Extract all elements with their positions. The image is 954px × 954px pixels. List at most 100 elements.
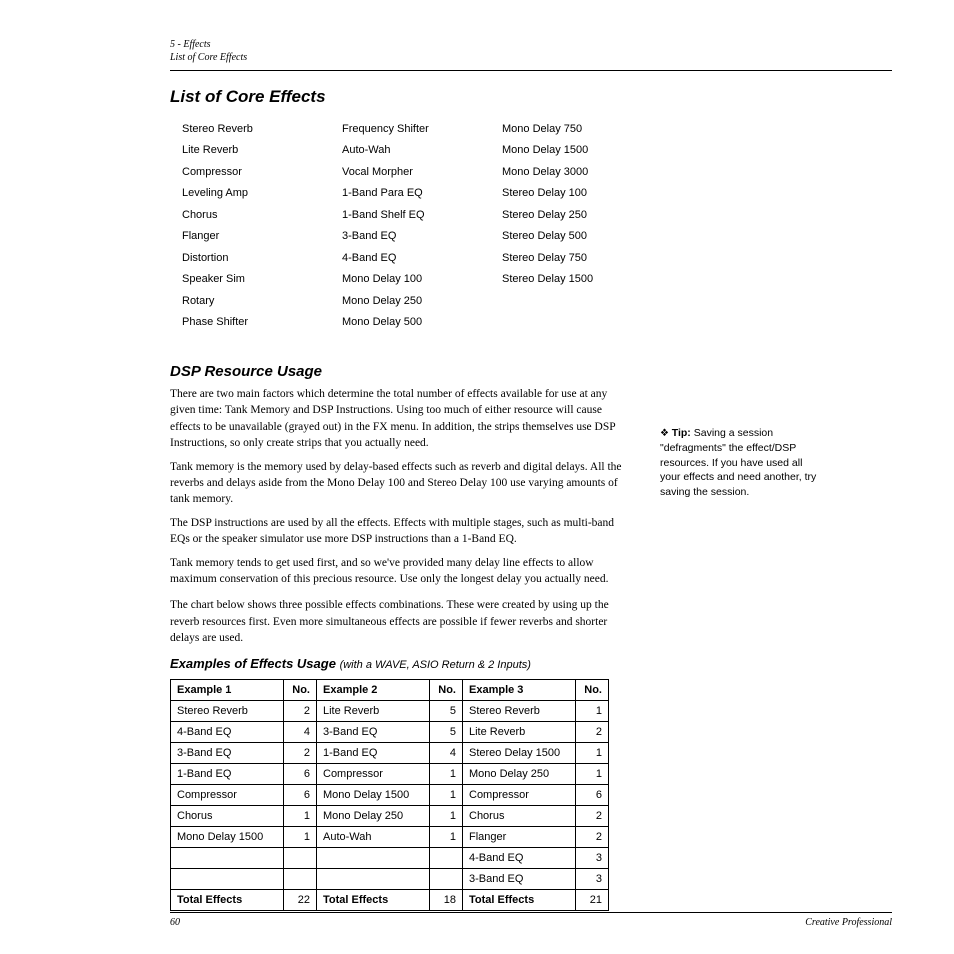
effect-item: Leveling Amp (182, 183, 342, 204)
tip-label: Tip: (672, 427, 691, 439)
page-number: 60 (170, 917, 180, 928)
table-cell (430, 868, 463, 889)
table-cell: 3 (576, 847, 609, 868)
table-cell: 1 (284, 805, 317, 826)
table-cell: 3-Band EQ (171, 742, 284, 763)
footer-rule (170, 912, 892, 913)
table-cell: 1 (576, 763, 609, 784)
table-cell: 1 (430, 784, 463, 805)
effect-item: Stereo Delay 100 (502, 183, 662, 204)
effect-item: Flanger (182, 226, 342, 247)
table-total-row: Total Effects22Total Effects18Total Effe… (171, 889, 609, 910)
table-row: Chorus1Mono Delay 2501Chorus2 (171, 805, 609, 826)
effect-item: Speaker Sim (182, 269, 342, 290)
table-row: 4-Band EQ43-Band EQ5Lite Reverb2 (171, 721, 609, 742)
effect-item: Stereo Reverb (182, 119, 342, 140)
effect-item: Distortion (182, 248, 342, 269)
table-cell: Compressor (317, 763, 430, 784)
effect-item: Chorus (182, 205, 342, 226)
table-cell: Stereo Reverb (171, 700, 284, 721)
table-header: Example 3 (463, 679, 576, 700)
table-cell: Total Effects (171, 889, 284, 910)
table-cell: Lite Reverb (317, 700, 430, 721)
header-line1: 5 - Effects (170, 38, 892, 51)
table-cell: 4 (430, 742, 463, 763)
table-cell: 1 (576, 742, 609, 763)
table-cell: 4 (284, 721, 317, 742)
header-meta: 5 - Effects List of Core Effects (170, 38, 892, 64)
table-cell (317, 868, 430, 889)
table-cell: 4-Band EQ (171, 721, 284, 742)
table-row: 1-Band EQ6Compressor1Mono Delay 2501 (171, 763, 609, 784)
effects-col-3: Mono Delay 750Mono Delay 1500Mono Delay … (502, 119, 662, 333)
table-cell: 1-Band EQ (317, 742, 430, 763)
table-row: 4-Band EQ3 (171, 847, 609, 868)
table-cell (171, 868, 284, 889)
table-cell: Total Effects (317, 889, 430, 910)
table-cell (317, 847, 430, 868)
paragraph: The DSP instructions are used by all the… (170, 515, 625, 547)
footer: 60 Creative Professional (170, 912, 892, 928)
effect-item: Frequency Shifter (342, 119, 502, 140)
paragraph: There are two main factors which determi… (170, 386, 625, 450)
tip-box: ❖ Tip: Saving a session "defragments" th… (660, 426, 825, 500)
effect-item: Stereo Delay 500 (502, 226, 662, 247)
table-cell: Mono Delay 250 (317, 805, 430, 826)
table-header: No. (576, 679, 609, 700)
effect-item: Rotary (182, 291, 342, 312)
effect-item: Mono Delay 3000 (502, 162, 662, 183)
table-cell: 4-Band EQ (463, 847, 576, 868)
table-cell: 6 (284, 784, 317, 805)
effect-item: Lite Reverb (182, 140, 342, 161)
effect-item: Vocal Morpher (342, 162, 502, 183)
effect-item: Phase Shifter (182, 312, 342, 333)
header-line2: List of Core Effects (170, 51, 892, 64)
table-cell: Compressor (171, 784, 284, 805)
table-cell: 1 (430, 826, 463, 847)
table-cell: 1 (284, 826, 317, 847)
effects-col-1: Stereo ReverbLite ReverbCompressorLeveli… (182, 119, 342, 333)
examples-title: Examples of Effects Usage (170, 656, 336, 671)
table-cell: 6 (284, 763, 317, 784)
table-cell: 5 (430, 700, 463, 721)
table-cell: 5 (430, 721, 463, 742)
table-cell (430, 847, 463, 868)
effect-item: 3-Band EQ (342, 226, 502, 247)
effect-item: 1-Band Para EQ (342, 183, 502, 204)
table-header: No. (284, 679, 317, 700)
table-cell: Stereo Reverb (463, 700, 576, 721)
effect-item: Mono Delay 250 (342, 291, 502, 312)
table-cell: 2 (576, 805, 609, 826)
table-cell: Chorus (463, 805, 576, 826)
main-title: List of Core Effects (170, 87, 892, 107)
effect-item: 1-Band Shelf EQ (342, 205, 502, 226)
footer-brand: Creative Professional (805, 917, 892, 928)
table-cell: Mono Delay 1500 (171, 826, 284, 847)
table-cell: Chorus (171, 805, 284, 826)
table-cell: 1 (576, 700, 609, 721)
table-cell: 1-Band EQ (171, 763, 284, 784)
table-cell: Lite Reverb (463, 721, 576, 742)
table-cell: Flanger (463, 826, 576, 847)
table-cell: 3 (576, 868, 609, 889)
table-cell: Stereo Delay 1500 (463, 742, 576, 763)
table-cell: 1 (430, 805, 463, 826)
effect-item: Mono Delay 100 (342, 269, 502, 290)
effects-list: Stereo ReverbLite ReverbCompressorLeveli… (182, 119, 892, 333)
paragraph: Tank memory tends to get used first, and… (170, 555, 625, 587)
examples-subtitle: (with a WAVE, ASIO Return & 2 Inputs) (340, 659, 531, 671)
effect-item: Mono Delay 1500 (502, 140, 662, 161)
table-cell (284, 868, 317, 889)
table-cell: 6 (576, 784, 609, 805)
effect-item: Stereo Delay 1500 (502, 269, 662, 290)
table-cell: 2 (284, 742, 317, 763)
effect-item: Stereo Delay 750 (502, 248, 662, 269)
paragraph: Tank memory is the memory used by delay-… (170, 459, 625, 507)
table-cell: 2 (576, 721, 609, 742)
effect-item: Auto-Wah (342, 140, 502, 161)
paragraph: The chart below shows three possible eff… (170, 597, 625, 645)
table-cell: Mono Delay 1500 (317, 784, 430, 805)
table-cell: 2 (576, 826, 609, 847)
table-cell: Total Effects (463, 889, 576, 910)
table-cell: 21 (576, 889, 609, 910)
